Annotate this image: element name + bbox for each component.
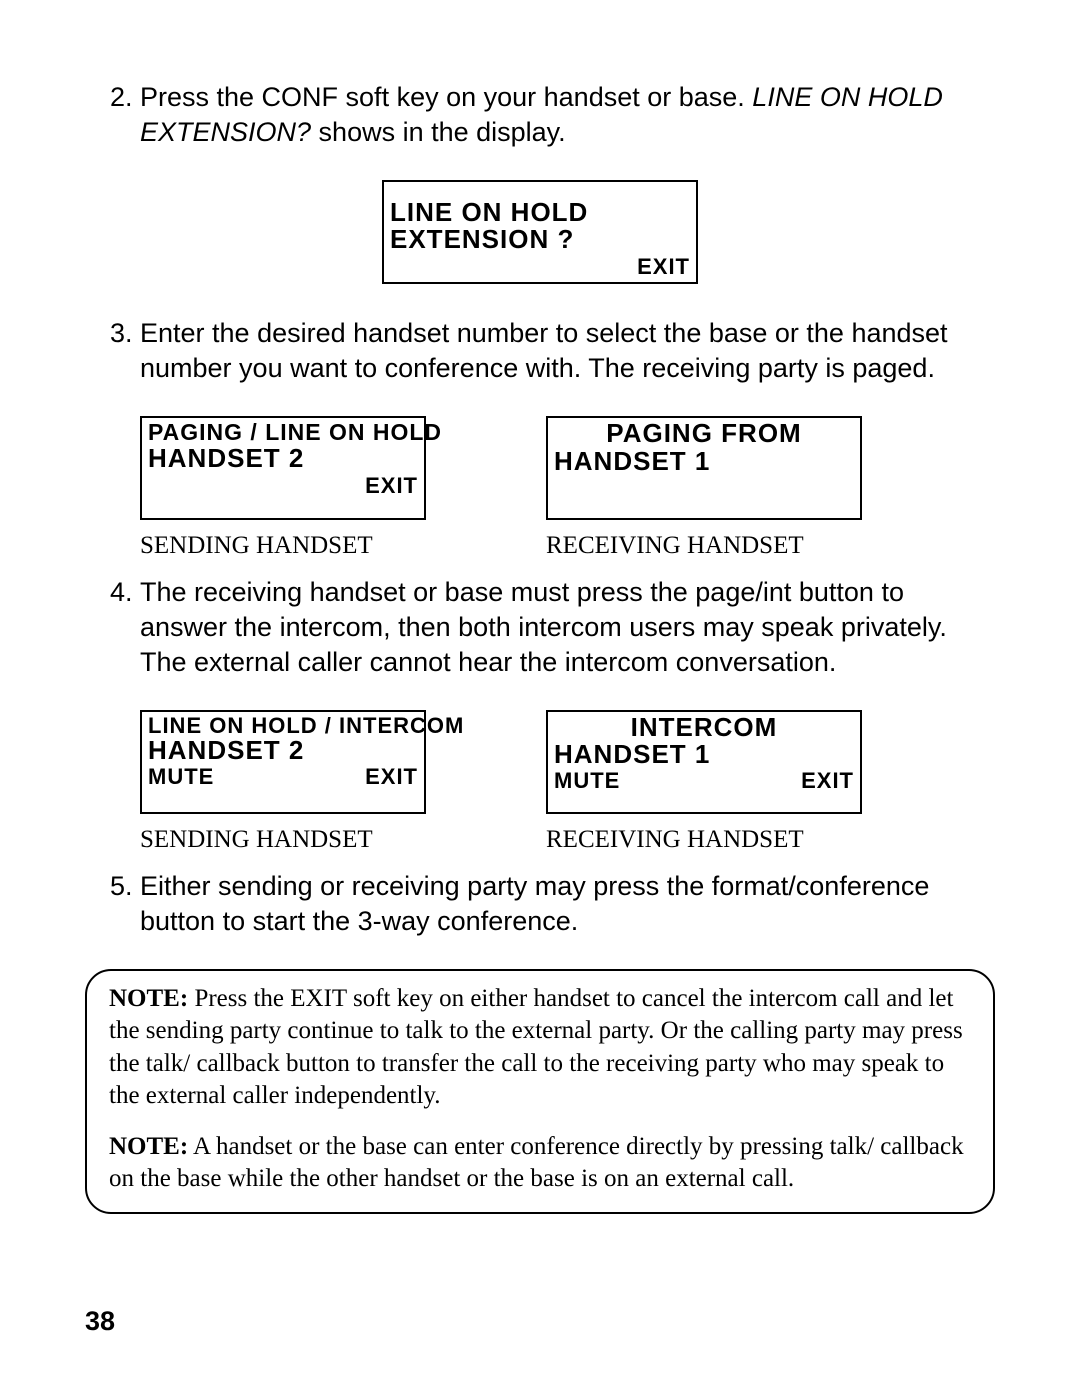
- lcd4-line1: LINE ON HOLD / INTERCOM: [148, 714, 418, 737]
- lcd-screen-5: INTERCOM HANDSET 1 MUTE EXIT: [546, 710, 862, 814]
- lcd2-exit: EXIT: [148, 474, 418, 497]
- lcd1-line1: LINE ON HOLD: [390, 199, 690, 226]
- lcd-pair-1: PAGING / LINE ON HOLD HANDSET 2 EXIT SEN…: [85, 416, 995, 563]
- note-label-1: NOTE:: [109, 985, 188, 1012]
- step-5: Either sending or receiving party may pr…: [140, 869, 995, 939]
- lcd3-line2: HANDSET 1: [554, 448, 854, 475]
- caption-sending-2: SENDING HANDSET: [140, 824, 426, 857]
- note-box: NOTE: Press the EXIT soft key on either …: [85, 969, 995, 1214]
- lcd-1-row: LINE ON HOLD EXTENSION ? EXIT: [85, 180, 995, 284]
- page-number: 38: [85, 1304, 995, 1339]
- step-4: The receiving handset or base must press…: [140, 575, 995, 680]
- lcd5-exit: EXIT: [801, 769, 854, 792]
- manual-page: Press the CONF soft key on your handset …: [0, 0, 1080, 1379]
- pair1-col-right: PAGING FROM HANDSET 1 RECEIVING HANDSET: [546, 416, 862, 563]
- caption-receiving-2: RECEIVING HANDSET: [546, 824, 862, 857]
- pair1-col-left: PAGING / LINE ON HOLD HANDSET 2 EXIT SEN…: [140, 416, 426, 563]
- step-list-3: Enter the desired handset number to sele…: [85, 316, 995, 386]
- pair2-col-right: INTERCOM HANDSET 1 MUTE EXIT RECEIVING H…: [546, 710, 862, 857]
- caption-receiving-1: RECEIVING HANDSET: [546, 530, 862, 563]
- note-1: NOTE: Press the EXIT soft key on either …: [109, 983, 971, 1113]
- lcd-pair-2: LINE ON HOLD / INTERCOM HANDSET 2 MUTE E…: [85, 710, 995, 857]
- step-list: Press the CONF soft key on your handset …: [85, 80, 995, 150]
- lcd-screen-4: LINE ON HOLD / INTERCOM HANDSET 2 MUTE E…: [140, 710, 426, 814]
- lcd1-exit: EXIT: [390, 255, 690, 278]
- lcd3-line1: PAGING FROM: [554, 420, 854, 447]
- lcd2-line2: HANDSET 2: [148, 445, 418, 472]
- lcd4-exit: EXIT: [365, 765, 418, 788]
- pair2-col-left: LINE ON HOLD / INTERCOM HANDSET 2 MUTE E…: [140, 710, 426, 857]
- lcd5-line1: INTERCOM: [554, 714, 854, 741]
- step-2-text-a: Press the CONF soft key on your handset …: [140, 82, 752, 112]
- step-3: Enter the desired handset number to sele…: [140, 316, 995, 386]
- lcd-screen-2: PAGING / LINE ON HOLD HANDSET 2 EXIT: [140, 416, 426, 520]
- note-2: NOTE: A handset or the base can enter co…: [109, 1131, 971, 1196]
- note-label-2: NOTE:: [109, 1133, 188, 1160]
- step-list-5: Either sending or receiving party may pr…: [85, 869, 995, 939]
- lcd-screen-3: PAGING FROM HANDSET 1: [546, 416, 862, 520]
- lcd4-line2: HANDSET 2: [148, 737, 418, 764]
- lcd-screen-1: LINE ON HOLD EXTENSION ? EXIT: [382, 180, 698, 284]
- lcd5-line2: HANDSET 1: [554, 741, 854, 768]
- lcd4-mute: MUTE: [148, 765, 214, 788]
- caption-sending-1: SENDING HANDSET: [140, 530, 426, 563]
- step-2: Press the CONF soft key on your handset …: [140, 80, 995, 150]
- note-text-1: Press the EXIT soft key on either handse…: [109, 985, 963, 1110]
- step-2-text-c: shows in the display.: [311, 117, 566, 147]
- note-text-2: A handset or the base can enter conferen…: [109, 1133, 964, 1193]
- lcd2-line1: PAGING / LINE ON HOLD: [148, 420, 418, 444]
- lcd1-line2: EXTENSION ?: [390, 226, 690, 253]
- step-list-4: The receiving handset or base must press…: [85, 575, 995, 680]
- lcd5-mute: MUTE: [554, 769, 620, 792]
